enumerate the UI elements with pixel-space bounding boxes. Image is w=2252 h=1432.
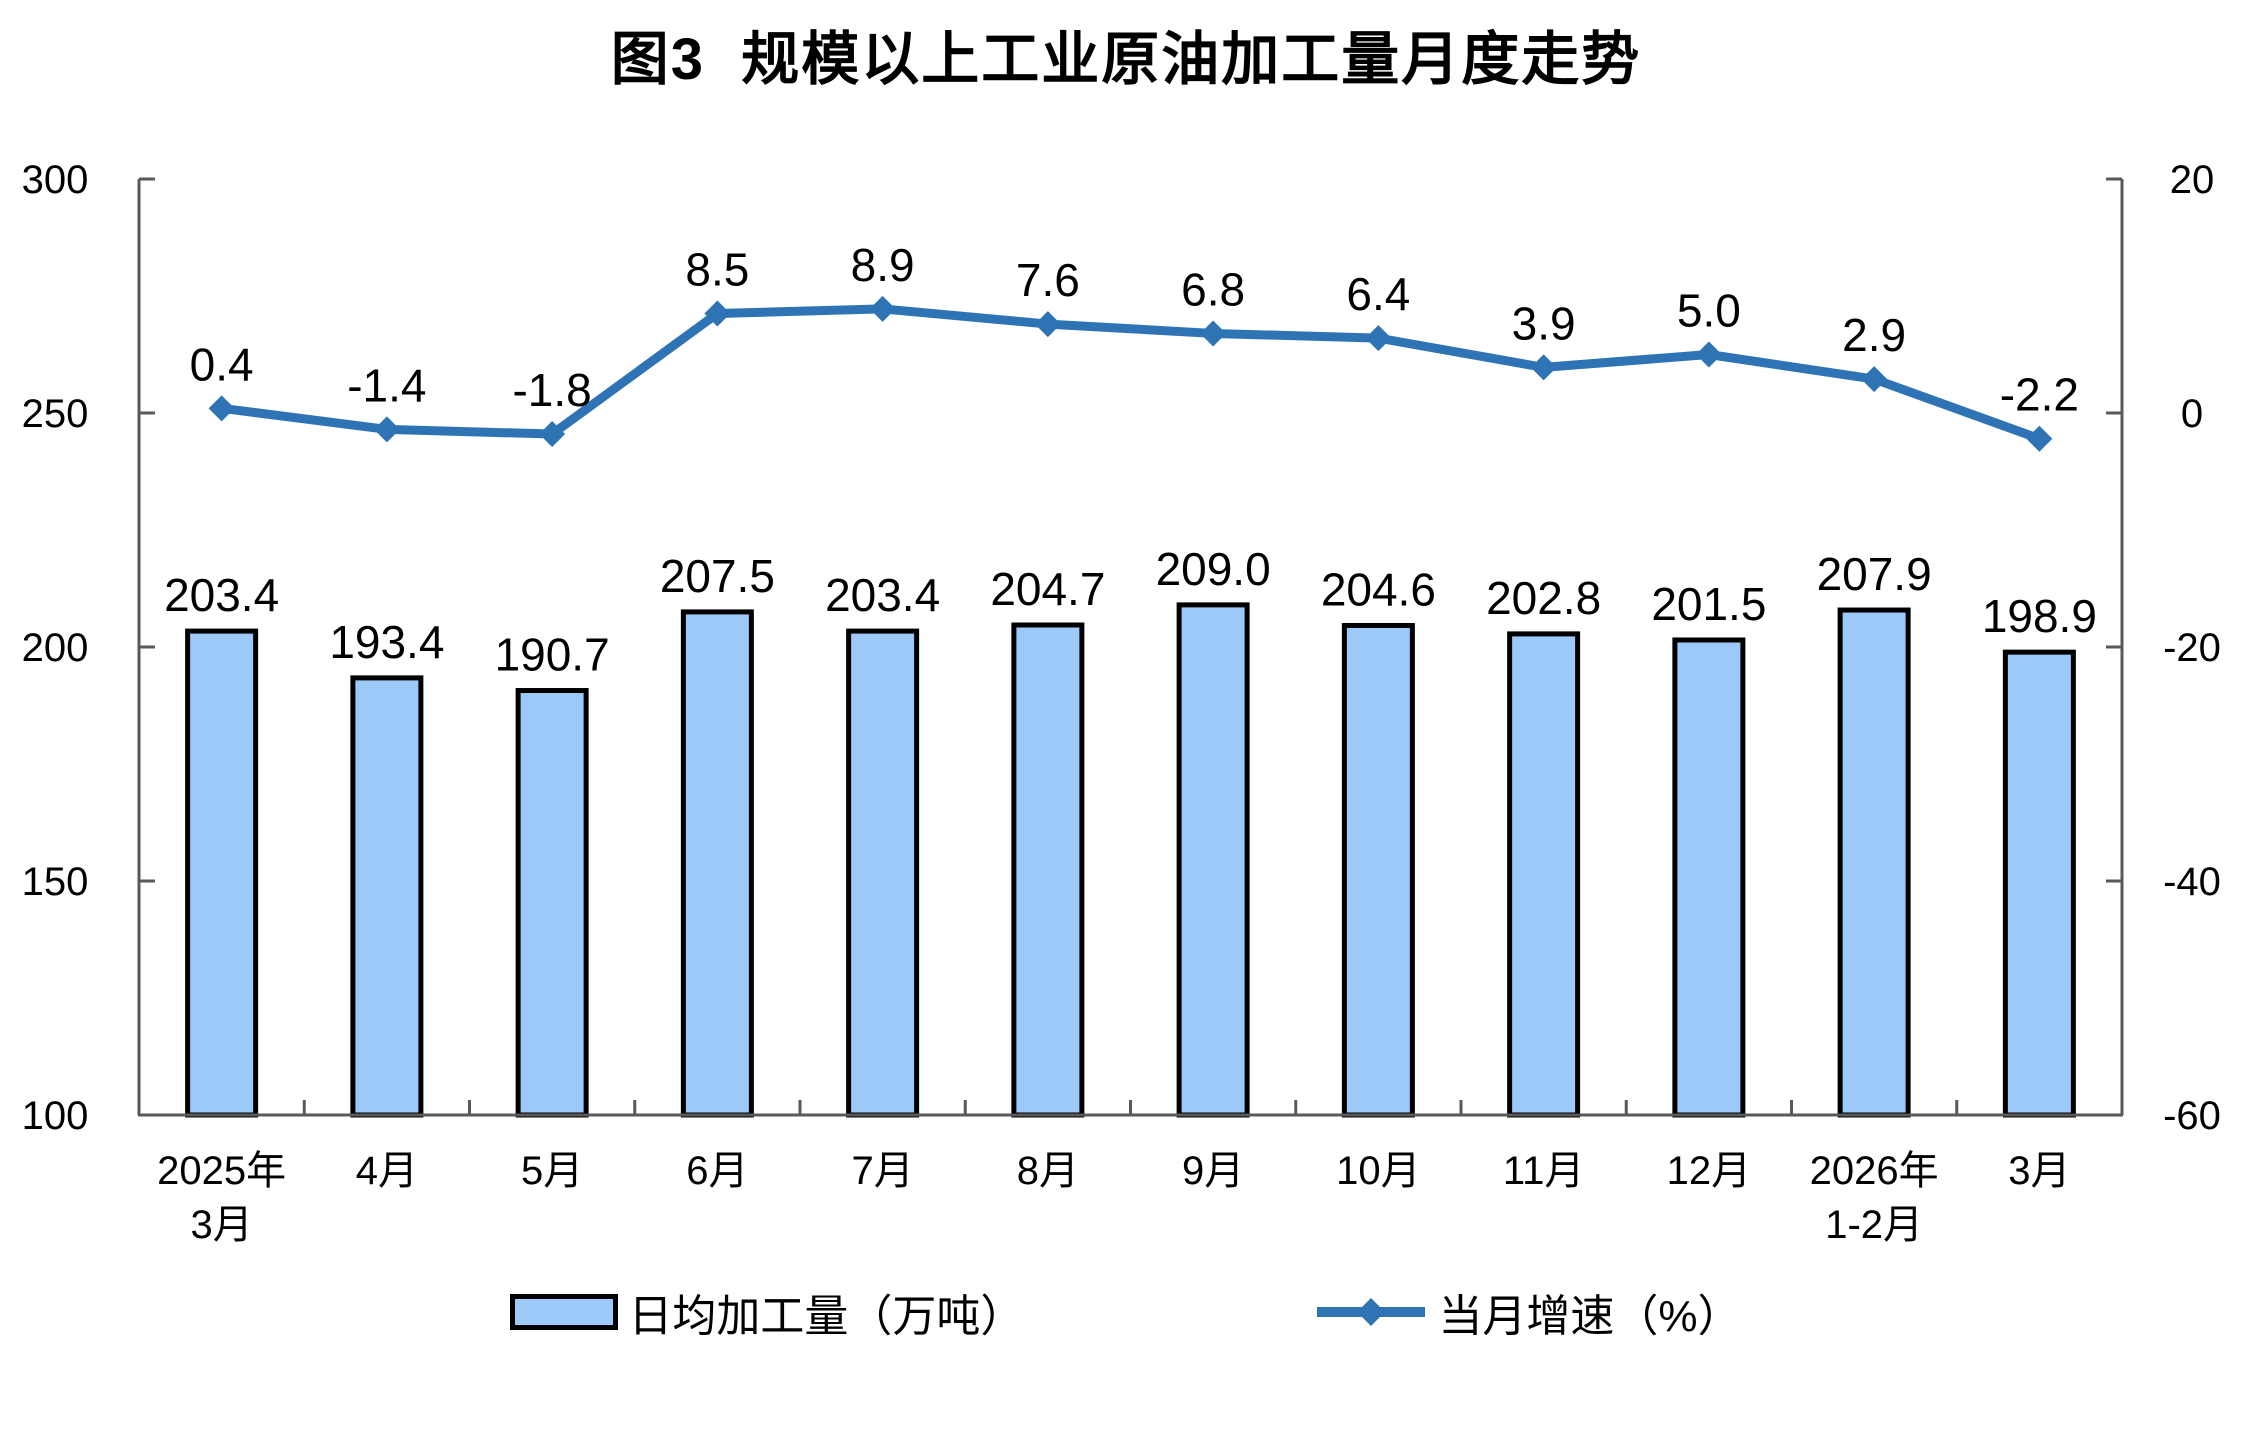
line-value-label-7: 6.4	[1346, 268, 1410, 320]
x-category-label-4: 7月	[852, 1149, 914, 1193]
x-category-label-8: 11月	[1503, 1149, 1585, 1193]
line-marker-6	[1200, 320, 1227, 347]
line-value-label-3: 8.5	[685, 244, 749, 296]
line-marker-11	[2026, 425, 2053, 452]
bar-10	[1837, 607, 1911, 1118]
x-category-label-10: 2026年	[1810, 1149, 1939, 1193]
left-axis-label-250: 250	[22, 392, 89, 436]
line-value-label-9: 5.0	[1677, 285, 1741, 337]
bar-value-label-10: 207.9	[1817, 548, 1932, 600]
bar-value-label-3: 207.5	[660, 550, 775, 602]
line-value-label-8: 3.9	[1512, 297, 1576, 349]
left-axis-label-300: 300	[22, 158, 89, 202]
right-axis-label-0: 0	[2181, 392, 2203, 436]
bar-value-label-9: 201.5	[1651, 578, 1766, 630]
bar-1	[350, 675, 424, 1118]
bar-4	[846, 628, 920, 1118]
line-swatch-icon	[1317, 1298, 1426, 1326]
diamond-marker-icon	[1357, 1298, 1386, 1326]
line-value-label-2: -1.8	[512, 364, 591, 416]
bar-value-label-11: 198.9	[1982, 590, 2097, 642]
legend: 日均加工量（万吨） 当月增速（%）	[0, 1280, 2252, 1344]
line-marker-8	[1530, 354, 1557, 381]
line-marker-0	[208, 395, 235, 422]
left-axis-label-100: 100	[22, 1094, 89, 1138]
bar-value-label-0: 203.4	[164, 569, 279, 621]
bar-11	[2002, 649, 2076, 1118]
legend-bar-label: 日均加工量（万吨）	[628, 1292, 1025, 1341]
line-marker-4	[869, 295, 896, 322]
growth-line	[217, 304, 2044, 444]
line-marker-9	[1695, 341, 1722, 368]
bar-6	[1176, 602, 1250, 1118]
bar-value-label-8: 202.8	[1486, 572, 1601, 624]
line-marker-2	[539, 421, 566, 448]
x-category-label-2: 5月	[521, 1149, 583, 1193]
line-marker-10	[1861, 366, 1888, 393]
right-axis-label-20: 20	[2170, 158, 2215, 202]
x-category-label-10-line2: 1-2月	[1825, 1203, 1923, 1247]
x-category-label-5: 8月	[1017, 1149, 1079, 1193]
x-category-label-9: 12月	[1667, 1149, 1752, 1193]
x-category-label-7: 10月	[1336, 1149, 1421, 1193]
left-axis-label-150: 150	[22, 860, 89, 904]
bar-value-label-1: 193.4	[329, 616, 444, 668]
legend-item-bar: 日均加工量（万吨）	[510, 1280, 1024, 1344]
line-value-label-4: 8.9	[851, 239, 915, 291]
bar-0	[185, 628, 259, 1118]
line-value-label-11: -2.2	[2000, 369, 2079, 421]
legend-item-line: 当月增速（%）	[1314, 1280, 1742, 1344]
left-axis-label-200: 200	[22, 626, 89, 670]
x-category-label-0-line2: 3月	[191, 1203, 253, 1247]
bar-value-label-6: 209.0	[1156, 543, 1271, 595]
bar-8	[1507, 631, 1581, 1118]
bar-value-label-2: 190.7	[495, 629, 610, 681]
bar-value-label-7: 204.6	[1321, 563, 1436, 615]
x-category-label-3: 6月	[686, 1149, 748, 1193]
bar-value-label-4: 203.4	[825, 569, 940, 621]
right-axis-label--40: -40	[2163, 860, 2221, 904]
legend-line-label: 当月增速（%）	[1438, 1292, 1742, 1341]
line-value-label-0: 0.4	[190, 338, 254, 390]
bar-9	[1672, 637, 1746, 1118]
bar-5	[1011, 622, 1085, 1118]
bar-3	[680, 609, 754, 1118]
line-marker-7	[1365, 325, 1392, 352]
x-category-label-11: 3月	[2008, 1149, 2070, 1193]
bar-value-label-5: 204.7	[990, 563, 1105, 615]
line-marker-3	[704, 300, 731, 327]
x-category-label-0: 2025年	[157, 1149, 286, 1193]
line-value-label-6: 6.8	[1181, 263, 1245, 315]
right-axis-label--20: -20	[2163, 626, 2221, 670]
bar-7	[1341, 622, 1415, 1118]
line-value-label-10: 2.9	[1842, 309, 1906, 361]
chart-title: 图3 规模以上工业原油加工量月度走势	[610, 27, 1642, 92]
x-category-label-6: 9月	[1182, 1149, 1244, 1193]
bar-2	[515, 688, 589, 1118]
x-category-label-1: 4月	[356, 1149, 418, 1193]
line-value-label-5: 7.6	[1016, 254, 1080, 306]
line-value-label-1: -1.4	[347, 359, 426, 411]
line-marker-5	[1034, 311, 1061, 338]
bar-swatch-icon	[510, 1294, 619, 1330]
right-axis-label--60: -60	[2163, 1094, 2221, 1138]
line-marker-1	[373, 416, 400, 443]
